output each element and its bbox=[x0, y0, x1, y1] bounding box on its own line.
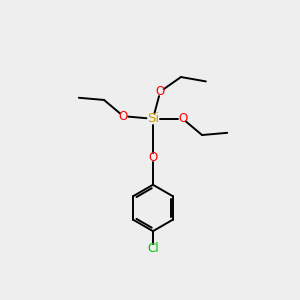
Text: O: O bbox=[148, 151, 158, 164]
Text: Si: Si bbox=[147, 112, 159, 125]
Text: O: O bbox=[156, 85, 165, 98]
Text: O: O bbox=[119, 110, 128, 123]
Text: Cl: Cl bbox=[147, 242, 159, 256]
Text: O: O bbox=[178, 112, 187, 125]
